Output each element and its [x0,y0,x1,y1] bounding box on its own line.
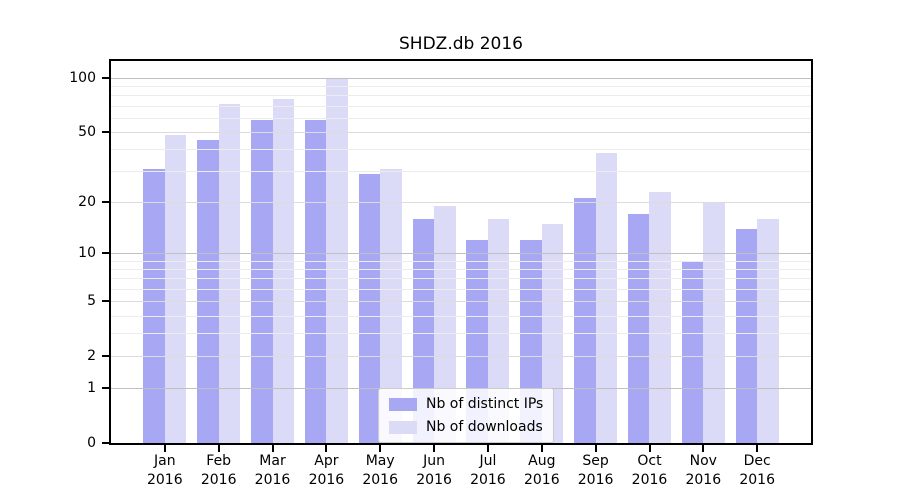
y-tick-label-20: 20 [78,194,96,211]
y-tick-label-2: 2 [87,348,96,365]
y-tick-label-5: 5 [87,293,96,310]
x-tick-label-sep-2016: Sep 2016 [577,453,614,488]
bar-downloads-nov-2016 [703,202,725,443]
bar-downloads-jun-2016 [434,206,456,443]
legend-swatch-downloads-icon [389,420,417,434]
legend-item-distinct-ips: Nb of distinct IPs [389,395,543,413]
bar-downloads-dec-2016 [757,218,779,443]
bar-downloads-apr-2016 [326,77,348,443]
y-tick-mark [102,252,109,255]
y-tick-mark [102,300,109,303]
x-tick-mark [702,445,705,452]
gridline-60 [111,118,811,119]
plot-area: Nb of distinct IPs Nb of downloads [109,59,813,445]
x-tick-label-apr-2016: Apr 2016 [308,453,345,488]
legend-item-downloads: Nb of downloads [389,418,543,436]
y-tick-mark [102,76,109,79]
x-tick-mark [271,445,274,452]
x-tick-mark [540,445,543,452]
bar-ips-apr-2016 [304,120,327,443]
gridline-90 [111,86,811,87]
bar-downloads-jan-2016 [164,135,187,443]
legend-label: Nb of distinct IPs [426,396,544,412]
x-tick-label-mar-2016: Mar 2016 [254,453,291,488]
x-tick-label-oct-2016: Oct 2016 [631,453,668,488]
x-tick-label-jan-2016: Jan 2016 [146,453,183,488]
x-tick-label-feb-2016: Feb 2016 [200,453,237,488]
bar-ips-mar-2016 [251,120,273,443]
legend-swatch-distinct-ips-icon [389,397,417,411]
x-tick-mark [433,445,436,452]
x-tick-mark [379,445,382,452]
bar-ips-jan-2016 [143,168,165,443]
gridline-70 [111,106,811,107]
legend-label: Nb of downloads [426,419,543,435]
bar-ips-nov-2016 [681,260,704,443]
bar-downloads-oct-2016 [649,191,671,443]
bar-downloads-jul-2016 [487,218,510,443]
bar-ips-jun-2016 [412,218,435,443]
x-tick-mark [486,445,489,452]
y-tick-mark [102,130,109,133]
y-tick-label-0: 0 [87,435,96,451]
x-tick-label-nov-2016: Nov 2016 [685,453,722,488]
x-tick-mark [756,445,759,452]
bar-downloads-sep-2016 [595,153,618,443]
x-tick-label-dec-2016: Dec 2016 [739,453,775,488]
y-tick-mark [102,387,109,390]
y-tick-mark [102,442,109,444]
x-tick-mark [325,445,328,452]
x-tick-mark [163,445,166,452]
bar-ips-feb-2016 [197,140,219,443]
x-tick-label-may-2016: May 2016 [362,453,398,488]
gridline-50 [111,132,811,133]
bar-ips-may-2016 [358,173,381,443]
bar-ips-sep-2016 [574,198,596,443]
gridline-100 [111,78,811,79]
y-tick-label-1: 1 [87,380,96,397]
x-tick-mark [217,445,220,452]
x-tick-mark [648,445,651,452]
x-tick-label-jul-2016: Jul 2016 [470,453,506,488]
chart-title: SHDZ.db 2016 [399,34,523,54]
bar-downloads-feb-2016 [218,103,241,443]
x-tick-label-jun-2016: Jun 2016 [416,453,452,488]
bar-ips-dec-2016 [735,228,758,443]
bar-downloads-may-2016 [380,168,402,443]
bar-ips-oct-2016 [627,214,650,443]
y-tick-label-100: 100 [69,69,96,86]
bar-downloads-mar-2016 [272,99,295,443]
legend: Nb of distinct IPs Nb of downloads [378,388,555,443]
y-tick-mark [102,201,109,204]
x-tick-mark [594,445,597,452]
gridline-80 [111,95,811,96]
y-tick-label-50: 50 [78,123,96,140]
x-tick-label-aug-2016: Aug 2016 [523,453,560,488]
y-tick-label-10: 10 [78,245,96,262]
y-tick-mark [102,355,109,358]
